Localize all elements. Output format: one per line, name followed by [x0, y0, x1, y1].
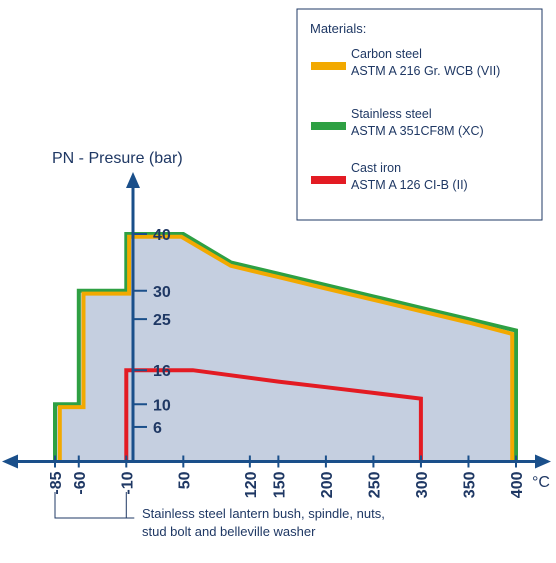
legend-detail-carbon-steel: ASTM A 216 Gr. WCB (VII)	[351, 64, 500, 78]
legend-name-cast-iron: Cast iron	[351, 161, 401, 175]
note-bracket	[54, 492, 135, 519]
y-tick-label-16: 16	[153, 363, 171, 380]
y-axis-label: PN - Presure (bar)	[52, 150, 183, 167]
legend-name-carbon-steel: Carbon steel	[351, 47, 422, 61]
x-tick-label-300: 300	[414, 471, 431, 498]
legend-swatch-stainless-steel	[311, 122, 346, 130]
legend-swatch-cast-iron	[311, 176, 346, 184]
legend-box	[296, 8, 543, 221]
legend-detail-cast-iron: ASTM A 126 CI-B (II)	[351, 178, 468, 192]
legend: Materials: Carbon steel ASTM A 216 Gr. W…	[296, 8, 543, 221]
x-axis-left-arrow	[2, 454, 18, 469]
legend-name-stainless-steel: Stainless steel	[351, 107, 432, 121]
legend-swatch-carbon-steel	[311, 62, 346, 70]
note-line-2: stud bolt and belleville washer	[142, 524, 316, 539]
y-tick-label-6: 6	[153, 420, 162, 437]
x-tick-label-150: 150	[271, 471, 288, 498]
x-tick-label--60: -60	[72, 471, 89, 494]
x-axis-right-arrow	[535, 454, 551, 469]
series-line-carbon-steel	[57, 234, 515, 461]
y-tick-label-40: 40	[153, 227, 171, 244]
y-tick-label-30: 30	[153, 284, 171, 301]
ticks: -85 -60 -10 50 120 150 200 250 300 350 400 6 10 16 25 3…	[48, 227, 526, 498]
legend-detail-stainless-steel: ASTM A 351CF8M (XC)	[351, 124, 484, 138]
x-tick-label-400: 400	[509, 471, 526, 498]
area-fill	[55, 234, 516, 461]
x-axis-unit: °C	[532, 474, 550, 491]
x-tick-label--10: -10	[119, 471, 136, 494]
plot-area	[55, 234, 516, 461]
x-tick-label-120: 120	[243, 471, 260, 498]
x-tick-label-250: 250	[366, 471, 383, 498]
note-bracket-line	[54, 492, 127, 519]
y-axis-arrow	[126, 172, 140, 188]
x-tick-label-50: 50	[176, 471, 193, 489]
legend-title: Materials:	[310, 21, 366, 36]
x-tick-label-200: 200	[319, 471, 336, 498]
y-tick-label-10: 10	[153, 397, 171, 414]
y-tick-label-25: 25	[153, 312, 171, 329]
x-tick-label-350: 350	[461, 471, 478, 498]
x-tick-label--85: -85	[48, 471, 65, 494]
note-line-1: Stainless steel lantern bush, spindle, n…	[142, 506, 385, 521]
series-line-stainless-steel	[53, 232, 518, 461]
